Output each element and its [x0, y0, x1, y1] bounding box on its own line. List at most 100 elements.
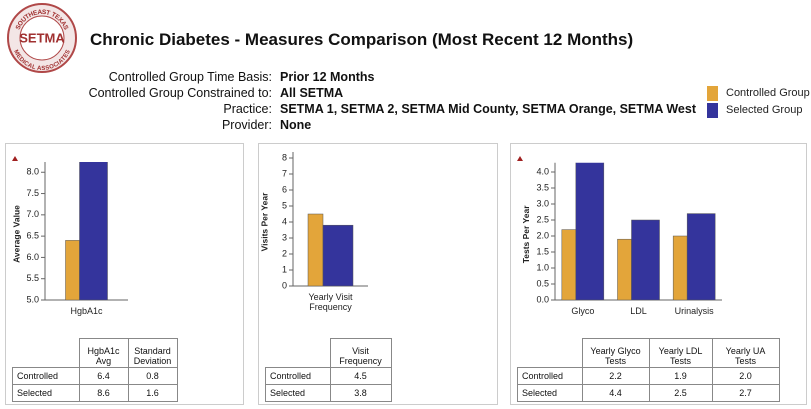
x-tick-label: Glyco — [571, 306, 595, 316]
bar-group — [65, 240, 80, 300]
table-cell: 2.7 — [711, 383, 780, 402]
table-row: Controlled 2.2 1.9 2.0 — [517, 366, 780, 385]
bar-group — [307, 213, 324, 286]
table-cell: 3.8 — [329, 383, 392, 402]
table-row: Controlled 6.4 0.8 — [12, 366, 178, 385]
overflow-marker — [12, 156, 18, 161]
x-tick-label: Yearly Visit Frequency — [308, 292, 353, 312]
legend-label: Selected Group — [726, 104, 803, 116]
table-cell: Standard Deviation — [127, 338, 178, 368]
x-tick-label: HgbA1c — [70, 306, 103, 316]
y-tick-label: 8 — [282, 152, 287, 162]
y-tick-label: 1 — [282, 264, 287, 274]
table-cell — [266, 339, 331, 368]
logo: SOUTHEAST TEXAS SETMA MEDICAL ASSOCIATES — [7, 3, 77, 73]
table-cell: 6.4 — [78, 366, 129, 385]
table-cell: Controlled — [517, 366, 583, 385]
y-tick-label: 2.5 — [536, 214, 549, 224]
table-cell — [13, 339, 80, 368]
y-tick-label: 3 — [282, 232, 287, 242]
y-axis-label: Tests Per Year — [521, 205, 531, 264]
header-row: Visit Frequency — [266, 338, 392, 368]
y-tick-label: 0 — [282, 280, 287, 290]
bar-group — [631, 219, 660, 300]
y-tick-label: 0.5 — [536, 278, 549, 288]
table-cell: 1.6 — [127, 383, 178, 402]
logo-main: SETMA — [19, 30, 65, 45]
bar-group — [561, 229, 577, 300]
table-cell: Selected — [517, 383, 583, 402]
table-cell — [518, 339, 583, 368]
bar-group — [575, 162, 605, 300]
y-axis-label: Visits Per Year — [259, 192, 269, 251]
table-cell: 0.8 — [127, 366, 178, 385]
bar-group — [79, 162, 108, 300]
bar-group — [322, 224, 354, 286]
overflow-marker — [517, 156, 523, 161]
x-label-box: Urinalysis — [674, 306, 714, 316]
table-cell: Controlled — [12, 366, 80, 385]
table-cell: 1.9 — [648, 366, 713, 385]
table-cell: 2.0 — [711, 366, 780, 385]
y-tick-label: 7.5 — [26, 188, 39, 198]
x-label-box: Yearly Visit Frequency — [308, 292, 353, 312]
bar — [617, 238, 632, 300]
info-value: None — [280, 118, 312, 132]
y-tick-label: 7 — [282, 168, 287, 178]
y-tick-label: 5 — [282, 200, 287, 210]
chart-panel — [510, 143, 807, 405]
y-tick-label: 6 — [282, 184, 287, 194]
chart-panel — [258, 143, 498, 405]
bar-group — [686, 213, 716, 300]
bar — [631, 219, 660, 300]
bar — [307, 213, 324, 286]
bar — [686, 213, 716, 300]
x-label-box: LDL — [630, 306, 647, 316]
y-tick-label: 0.0 — [536, 294, 549, 304]
x-label-box: Glyco — [571, 306, 595, 316]
x-tick-label: LDL — [630, 306, 647, 316]
bar-group — [672, 235, 688, 300]
table-row: Selected 3.8 — [265, 383, 392, 402]
table-cell: 2.2 — [581, 366, 650, 385]
data-table: Visit Frequency Controlled 4.5 Selected 3.8 — [265, 338, 392, 402]
header-row: Yearly Glyco Tests Yearly LDL Tests Yearly… — [518, 338, 780, 368]
info-label: Controlled Group Constrained to: — [88, 86, 272, 100]
table-cell: 4.5 — [329, 366, 392, 385]
y-tick-label: 8.0 — [26, 167, 39, 177]
table-cell: HgbA1c Avg — [78, 338, 129, 368]
y-tick-label: 6.0 — [26, 252, 39, 262]
table-cell: Selected — [12, 383, 80, 402]
legend-swatch — [707, 86, 718, 101]
table-cell: Yearly Glyco Tests — [581, 338, 650, 368]
table-cell: 8.6 — [78, 383, 129, 402]
bar — [65, 240, 80, 300]
bar — [322, 224, 354, 286]
y-tick-label: 5.5 — [26, 273, 39, 283]
chart-panel — [5, 143, 244, 405]
table-row: Selected 4.4 2.5 2.7 — [517, 383, 780, 402]
y-tick-label: 1.0 — [536, 262, 549, 272]
y-tick-label: 4.0 — [536, 166, 549, 176]
bar-group — [617, 238, 632, 300]
info-label: Provider: — [221, 118, 272, 132]
x-tick-label: Urinalysis — [674, 306, 714, 316]
y-tick-label: 4 — [282, 216, 287, 226]
y-tick-label: 2.0 — [536, 230, 549, 240]
bar — [672, 235, 688, 300]
y-tick-label: 3.5 — [536, 182, 549, 192]
bar — [575, 162, 605, 300]
info-label: Practice: — [223, 102, 272, 116]
table-cell: Controlled — [265, 366, 331, 385]
info-value: Prior 12 Months — [280, 70, 375, 84]
table-cell: Yearly LDL Tests — [648, 338, 713, 368]
y-axis-label: Average Value — [11, 205, 21, 263]
legend-label: Controlled Group — [726, 87, 810, 99]
y-tick-label: 1.5 — [536, 246, 549, 256]
y-tick-label: 6.5 — [26, 231, 39, 241]
bar — [79, 162, 108, 300]
table-cell: Selected — [265, 383, 331, 402]
table-cell: 4.4 — [581, 383, 650, 402]
